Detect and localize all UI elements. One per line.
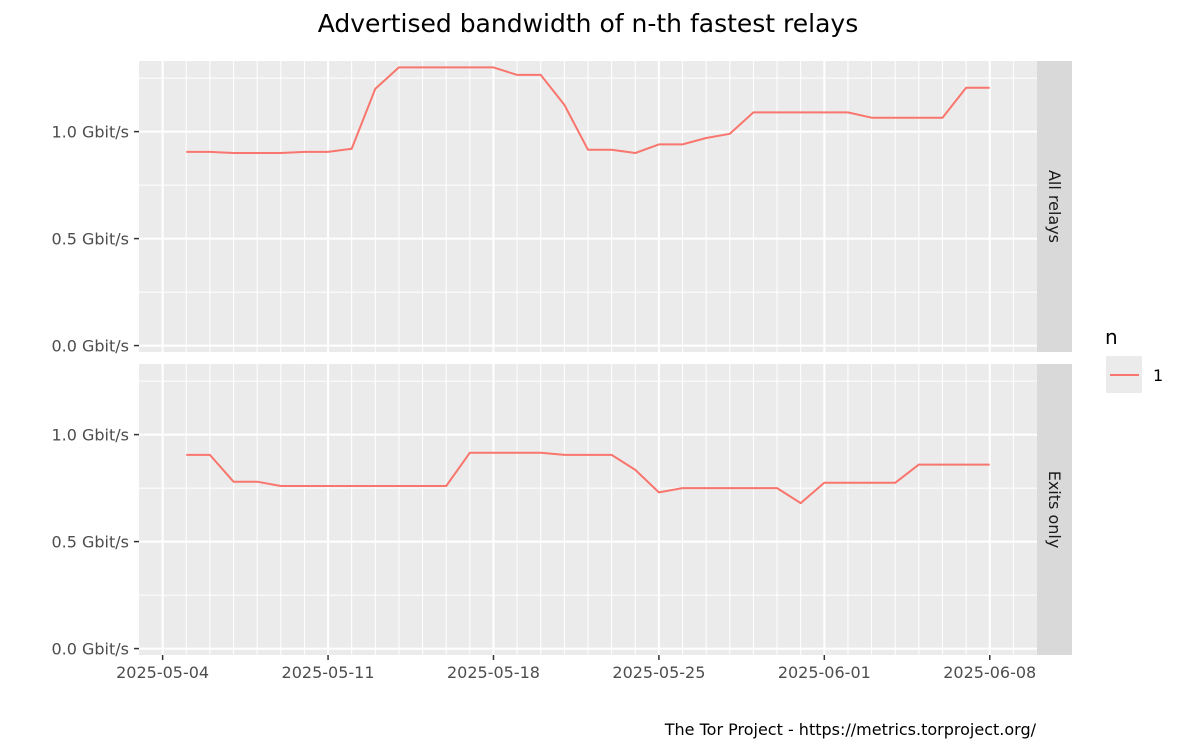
legend-title: n: [1105, 325, 1118, 349]
facet-strip: [1037, 61, 1072, 352]
y-tick-label: 1.0 Gbit/s: [51, 426, 129, 445]
facet-strip-label: All relays: [1045, 170, 1064, 243]
facet-strip: [1037, 364, 1072, 655]
x-tick-label: 2025-06-08: [943, 663, 1036, 682]
chart-title: Advertised bandwidth of n-th fastest rel…: [318, 9, 859, 38]
y-tick-label: 0.0 Gbit/s: [51, 337, 129, 356]
y-tick-label: 0.0 Gbit/s: [51, 640, 129, 659]
x-tick-label: 2025-05-25: [612, 663, 705, 682]
x-tick-label: 2025-06-01: [778, 663, 871, 682]
x-tick-label: 2025-05-04: [116, 663, 209, 682]
chart-caption: The Tor Project - https://metrics.torpro…: [664, 720, 1037, 739]
legend-label: 1: [1153, 366, 1163, 385]
series-line-1: [186, 451, 990, 505]
series-line-1: [186, 66, 990, 154]
y-tick-label: 0.5 Gbit/s: [51, 230, 129, 249]
y-tick-label: 1.0 Gbit/s: [51, 123, 129, 142]
panel-2: 0.0 Gbit/s 0.5 Gbit/s 1.0 Gbit/s Exits only: [51, 364, 1072, 659]
panel-1: 0.0 Gbit/s 0.5 Gbit/s 1.0 Gbit/s All relays: [51, 61, 1072, 356]
x-tick-label: 2025-05-18: [447, 663, 540, 682]
x-axis: 2025-05-04 2025-05-11 2025-05-18 2025-05-25…: [116, 655, 1036, 682]
legend: n 1: [1105, 325, 1163, 393]
facet-strip-label: Exits only: [1045, 471, 1064, 549]
y-tick-label: 0.5 Gbit/s: [51, 533, 129, 552]
x-tick-label: 2025-05-11: [282, 663, 375, 682]
chart-panels: 0.0 Gbit/s 0.5 Gbit/s 1.0 Gbit/s All relays…: [51, 61, 1072, 659]
